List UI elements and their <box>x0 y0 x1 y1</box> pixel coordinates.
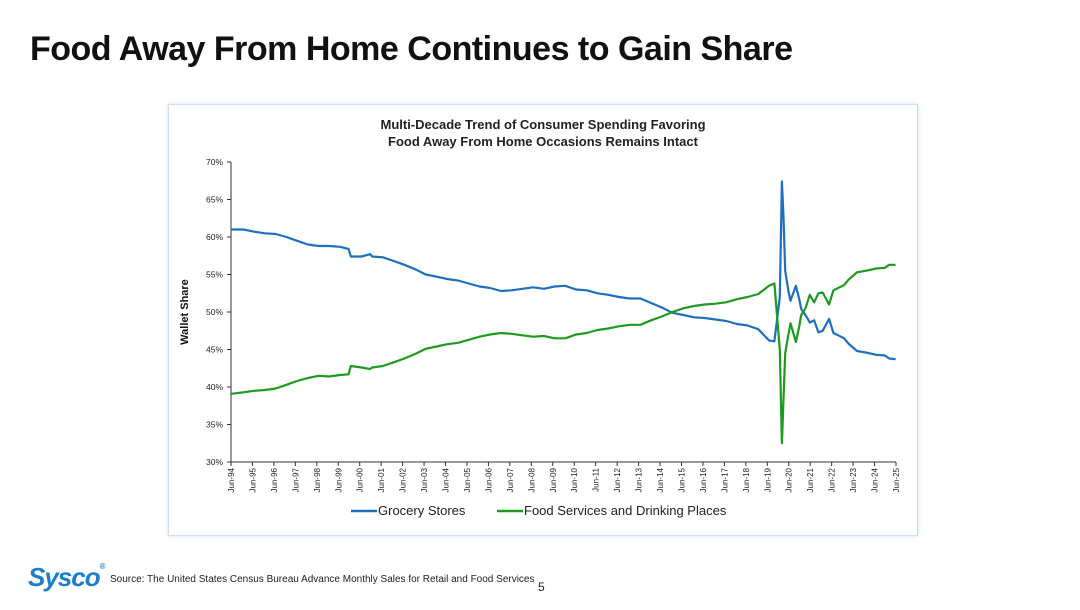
x-tick-label: Jun-08 <box>527 467 536 492</box>
x-tick-label: Jun-21 <box>806 467 815 492</box>
y-tick-label: 60% <box>206 232 223 242</box>
wallet-share-chart: 30% 35% 40% 45% 50% 55% 60% 65% 70% Wallet Share J… <box>179 157 901 518</box>
x-tick-label: Jun-19 <box>763 467 772 492</box>
slide-title: Food Away From Home Continues to Gain Sh… <box>30 30 793 68</box>
chart-title-line-2: Food Away From Home Occasions Remains In… <box>388 134 698 149</box>
chart-frame: Multi-Decade Trend of Consumer Spending … <box>168 104 918 536</box>
x-tick-label: Jun-09 <box>549 467 558 492</box>
y-tick-label: 35% <box>206 420 223 430</box>
page-number: 5 <box>538 580 545 594</box>
sysco-logo-text: Sysco <box>28 562 101 592</box>
series-line-food-services <box>230 263 896 445</box>
x-tick-label: Jun-00 <box>356 467 365 492</box>
x-tick-label: Jun-03 <box>420 467 429 492</box>
sysco-logo: Sysco® <box>28 562 105 593</box>
x-tick-label: Jun-95 <box>248 467 257 492</box>
x-tick-label: Jun-01 <box>377 467 386 492</box>
x-tick-label: Jun-05 <box>463 467 472 492</box>
x-tick-label: Jun-14 <box>656 467 665 492</box>
x-tick-label: Jun-18 <box>742 467 751 492</box>
y-tick-label: 65% <box>206 195 223 205</box>
y-tick-label: 70% <box>206 157 223 167</box>
y-axis-label: Wallet Share <box>179 279 191 345</box>
x-tick-label: Jun-24 <box>871 467 880 492</box>
x-tick-label: Jun-06 <box>484 467 493 492</box>
x-tick-label: Jun-17 <box>720 467 729 492</box>
x-tick-label: Jun-22 <box>828 467 837 492</box>
x-tick-label: Jun-15 <box>677 467 686 492</box>
x-tick-label: Jun-23 <box>849 467 858 492</box>
chart-title-line-1: Multi-Decade Trend of Consumer Spending … <box>380 117 706 132</box>
y-tick-label: 45% <box>206 345 223 355</box>
x-tick-label: Jun-12 <box>613 467 622 492</box>
x-tick-label: Jun-02 <box>399 467 408 492</box>
x-tick-label: Jun-99 <box>334 467 343 492</box>
y-tick-label: 30% <box>206 457 223 467</box>
x-tick-label: Jun-07 <box>506 467 515 492</box>
legend-label-grocery-stores: Grocery Stores <box>378 503 466 518</box>
y-tick-label: 55% <box>206 270 223 280</box>
source-note: Source: The United States Census Bureau … <box>110 574 535 585</box>
x-tick-label: Jun-98 <box>313 467 322 492</box>
series-line-grocery-stores <box>231 180 896 361</box>
y-tick-label: 40% <box>206 382 223 392</box>
x-tick-label: Jun-25 <box>892 467 901 492</box>
x-tick-label: Jun-13 <box>635 467 644 492</box>
x-tick-label: Jun-97 <box>291 467 300 492</box>
registered-mark: ® <box>99 562 106 571</box>
x-tick-label: Jun-96 <box>270 467 279 492</box>
x-tick-label: Jun-04 <box>442 467 451 492</box>
legend-label-food-services: Food Services and Drinking Places <box>524 503 727 518</box>
y-tick-label: 50% <box>206 307 223 317</box>
x-tick-label: Jun-20 <box>785 467 794 492</box>
x-tick-label: Jun-16 <box>699 467 708 492</box>
x-tick-label: Jun-11 <box>592 467 601 491</box>
x-tick-label: Jun-10 <box>570 467 579 492</box>
x-tick-label: Jun-94 <box>227 467 236 492</box>
